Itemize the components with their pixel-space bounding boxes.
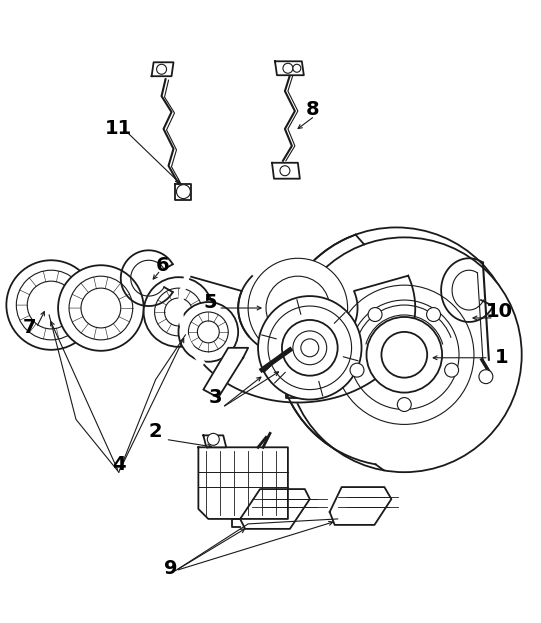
Polygon shape: [272, 163, 300, 179]
Text: 2: 2: [149, 422, 162, 441]
Circle shape: [368, 308, 382, 321]
Circle shape: [179, 302, 238, 362]
Circle shape: [283, 64, 293, 74]
Text: 4: 4: [112, 455, 126, 473]
Circle shape: [176, 184, 190, 199]
Circle shape: [248, 259, 348, 358]
Circle shape: [282, 320, 338, 376]
Circle shape: [258, 296, 361, 399]
Text: 3: 3: [208, 388, 222, 407]
Circle shape: [58, 265, 144, 351]
Circle shape: [277, 227, 516, 466]
Polygon shape: [203, 435, 226, 447]
Polygon shape: [275, 61, 304, 75]
Text: 6: 6: [156, 255, 169, 275]
Circle shape: [397, 397, 411, 411]
Circle shape: [366, 317, 442, 392]
Circle shape: [144, 277, 213, 347]
Circle shape: [156, 64, 167, 74]
Polygon shape: [181, 276, 415, 402]
Text: 9: 9: [164, 559, 177, 578]
Text: 1: 1: [495, 348, 509, 368]
Polygon shape: [329, 487, 391, 525]
Polygon shape: [199, 447, 288, 519]
Circle shape: [207, 434, 219, 445]
Text: 5: 5: [203, 293, 217, 312]
Polygon shape: [203, 348, 248, 397]
Circle shape: [287, 237, 522, 472]
Circle shape: [350, 363, 364, 377]
Polygon shape: [240, 489, 310, 529]
Circle shape: [280, 166, 290, 176]
Circle shape: [6, 260, 96, 350]
Polygon shape: [151, 62, 174, 76]
Text: 10: 10: [485, 303, 512, 321]
Circle shape: [381, 332, 427, 378]
Circle shape: [427, 308, 440, 321]
Text: 7: 7: [23, 318, 36, 338]
Text: 11: 11: [105, 120, 133, 138]
Text: 8: 8: [306, 100, 320, 118]
Circle shape: [293, 64, 301, 72]
Circle shape: [479, 369, 493, 384]
Polygon shape: [175, 184, 192, 199]
Circle shape: [445, 363, 459, 377]
